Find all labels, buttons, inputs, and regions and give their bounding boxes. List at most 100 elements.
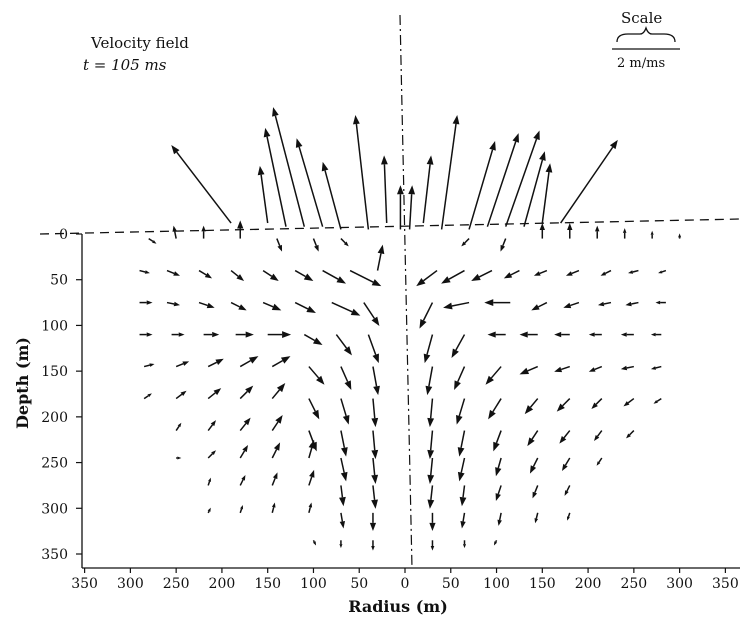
velocity-vector <box>176 456 182 460</box>
vector-shaft <box>271 421 279 431</box>
vector-arrowhead <box>532 491 538 499</box>
vector-arrowhead <box>678 233 682 238</box>
velocity-vector <box>312 238 319 252</box>
velocity-vector <box>524 398 539 415</box>
vector-shaft <box>430 485 434 500</box>
vector-shaft <box>324 170 342 230</box>
vector-shaft <box>308 430 315 444</box>
vector-shaft <box>422 302 434 321</box>
vector-shaft <box>490 366 502 379</box>
velocity-vector <box>239 417 251 432</box>
vector-shaft <box>312 238 318 246</box>
vector-shaft <box>422 269 438 282</box>
vector-arrowhead <box>213 388 222 396</box>
velocity-vector <box>148 237 157 244</box>
vector-shaft <box>458 398 466 417</box>
velocity-vector <box>556 398 571 412</box>
annotation-time: t = 105 ms <box>83 56 167 74</box>
velocity-vector <box>595 225 600 239</box>
vector-shaft <box>274 115 306 227</box>
velocity-vector <box>203 331 220 338</box>
velocity-vector <box>653 397 662 404</box>
vector-arrowhead <box>591 402 598 409</box>
velocity-vector <box>308 469 315 486</box>
vector-shaft <box>632 269 639 273</box>
vector-shaft <box>207 481 211 486</box>
vector-arrowhead <box>342 414 350 425</box>
vector-shaft <box>383 164 388 224</box>
vector-arrowhead <box>620 365 628 371</box>
vector-arrowhead <box>182 361 190 366</box>
velocity-vector <box>339 485 346 507</box>
vector-arrowhead <box>531 304 540 311</box>
velocity-vector <box>295 138 324 227</box>
vector-arrowhead <box>173 271 180 276</box>
velocity-vector <box>230 301 247 311</box>
vector-arrowhead <box>144 270 150 274</box>
velocity-vector <box>495 485 502 502</box>
vector-shaft <box>271 506 275 514</box>
velocity-vector <box>493 430 502 452</box>
vector-arrowhead <box>419 318 427 329</box>
vector-shaft <box>598 457 603 463</box>
velocity-vector <box>271 502 276 514</box>
velocity-vector <box>519 365 539 375</box>
y-tick-label: 100 <box>41 318 68 334</box>
x-tick-label: 300 <box>666 576 693 592</box>
vector-shaft <box>340 457 345 473</box>
vector-shaft <box>262 269 273 277</box>
velocity-vector <box>175 390 187 400</box>
velocity-vector <box>239 505 244 514</box>
vector-arrowhead <box>503 272 513 279</box>
velocity-vector <box>541 163 553 224</box>
velocity-vector <box>493 539 498 546</box>
vector-arrowhead <box>527 437 535 447</box>
vector-shaft <box>355 123 370 230</box>
vector-shaft <box>627 397 635 404</box>
vector-arrowhead <box>306 305 316 313</box>
vector-shaft <box>596 430 603 437</box>
vector-arrowhead <box>339 520 346 529</box>
y-tick-label: 300 <box>41 501 68 517</box>
vector-arrowhead <box>427 417 435 428</box>
vector-shaft <box>239 390 248 400</box>
vector-arrowhead <box>309 469 315 478</box>
vector-arrowhead <box>243 417 251 426</box>
vector-arrowhead <box>371 279 382 287</box>
vector-shaft <box>462 512 466 522</box>
vector-shaft <box>464 238 470 244</box>
vector-arrowhead <box>303 273 314 281</box>
x-tick-label: 0 <box>401 576 410 592</box>
velocity-vector <box>340 457 348 482</box>
velocity-vector <box>371 430 379 460</box>
vector-shaft <box>239 508 243 514</box>
velocity-vector <box>371 398 379 428</box>
vector-shaft <box>239 479 244 486</box>
vector-shaft <box>448 269 465 280</box>
vector-arrowhead <box>341 447 348 457</box>
vector-shaft <box>535 512 539 519</box>
x-tick-label: 350 <box>71 576 98 592</box>
velocity-vector <box>172 225 177 239</box>
velocity-vector <box>461 238 470 247</box>
velocity-vector <box>427 485 435 509</box>
vector-shaft <box>176 151 232 224</box>
velocity-vector <box>166 269 180 276</box>
vector-shaft <box>143 364 151 368</box>
vector-shaft <box>308 506 312 514</box>
vector-shaft <box>537 301 548 308</box>
vector-arrowhead <box>600 271 607 276</box>
vector-arrowhead <box>452 115 460 125</box>
velocity-vector <box>340 366 352 390</box>
velocity-vector <box>430 540 435 551</box>
velocity-vector <box>171 145 232 224</box>
vector-arrowhead <box>272 472 278 480</box>
velocity-vector <box>408 185 416 230</box>
vector-shaft <box>626 365 634 369</box>
vector-shaft <box>655 365 662 369</box>
vector-arrowhead <box>271 303 282 311</box>
vector-arrowhead <box>653 400 658 404</box>
vector-shaft <box>335 334 348 349</box>
vector-arrowhead <box>623 401 630 407</box>
velocity-vector <box>650 230 654 239</box>
